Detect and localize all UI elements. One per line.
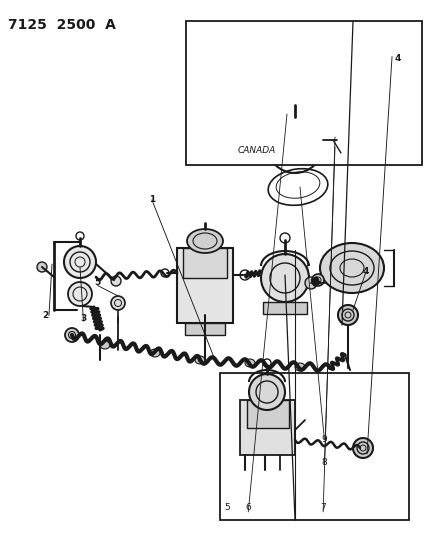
Text: 7125  2500  A: 7125 2500 A (8, 18, 116, 32)
Circle shape (37, 262, 47, 272)
Text: 6: 6 (245, 504, 251, 512)
Text: 8: 8 (321, 458, 327, 467)
Circle shape (338, 305, 358, 325)
Bar (185, 323, 225, 335)
Ellipse shape (195, 356, 205, 364)
Text: 1: 1 (149, 196, 155, 204)
Bar (240, 400, 295, 455)
Bar (177, 248, 233, 323)
Circle shape (68, 282, 92, 306)
Text: 3: 3 (80, 314, 86, 322)
Bar (220, 373, 409, 520)
Circle shape (305, 277, 317, 289)
Text: 4: 4 (363, 268, 369, 276)
Ellipse shape (100, 341, 110, 349)
Text: 5: 5 (224, 504, 230, 512)
Bar (183, 248, 227, 278)
Ellipse shape (187, 229, 223, 253)
Ellipse shape (245, 359, 255, 367)
Circle shape (249, 374, 285, 410)
Bar (186, 21, 422, 165)
Ellipse shape (320, 243, 384, 293)
Bar (247, 400, 289, 428)
Circle shape (65, 328, 79, 342)
Ellipse shape (150, 349, 160, 357)
Text: 5: 5 (95, 278, 101, 287)
Circle shape (312, 274, 324, 286)
Circle shape (353, 438, 373, 458)
Text: 7: 7 (320, 504, 326, 512)
Circle shape (64, 246, 96, 278)
Circle shape (111, 276, 121, 286)
Text: 9: 9 (321, 435, 327, 444)
Bar (263, 302, 307, 314)
Circle shape (111, 296, 125, 310)
Text: 4: 4 (395, 54, 401, 63)
Text: 2: 2 (42, 311, 48, 320)
Circle shape (261, 254, 309, 302)
Text: CANADA: CANADA (238, 146, 276, 155)
Ellipse shape (295, 363, 305, 371)
